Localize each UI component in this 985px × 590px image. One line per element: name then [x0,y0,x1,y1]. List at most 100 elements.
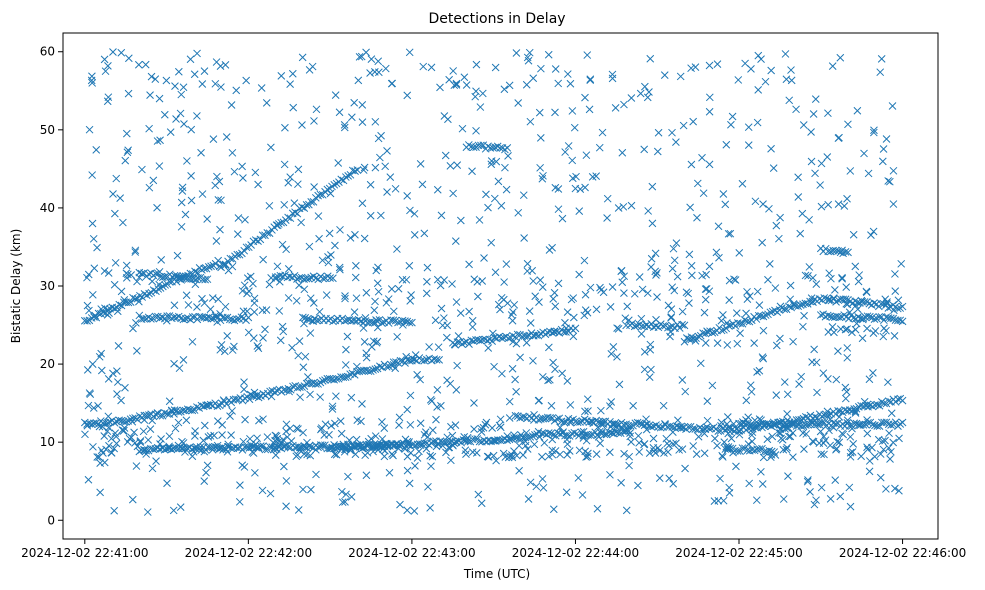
data-point [586,431,595,440]
data-point [561,148,570,156]
data-point [142,446,151,455]
data-point [863,443,871,452]
data-point [338,498,347,507]
data-point [682,334,691,342]
data-point [864,418,872,427]
data-point [155,162,164,170]
data-point [303,438,311,447]
data-point [705,262,714,271]
data-point [512,387,520,396]
data-point [188,313,197,321]
data-point [280,200,289,209]
data-point [148,416,157,425]
data-point [105,441,113,450]
data-point [732,424,741,433]
data-point [116,194,125,202]
data-point [410,507,419,515]
data-point [176,503,185,511]
data-point [597,406,605,415]
data-point [353,166,362,174]
data-point [416,441,425,449]
data-point [340,123,349,132]
data-point [832,444,841,453]
data-point [640,348,649,356]
data-point [530,410,538,419]
data-point [208,443,217,452]
data-point [230,316,239,325]
data-point [887,314,895,323]
data-point [158,313,167,322]
data-point [880,324,888,333]
data-point [352,294,361,303]
data-point [432,415,440,424]
data-point [165,442,173,451]
data-point [387,285,396,293]
data-point [88,79,97,87]
data-point [331,419,339,428]
data-point [669,440,677,448]
data-point [701,295,710,304]
data-point [503,144,512,152]
data-point [549,358,557,367]
data-point [509,331,517,340]
data-point [869,369,877,377]
data-point [497,334,506,342]
data-point [298,53,307,62]
data-point [232,86,241,95]
data-point [298,203,306,211]
data-point [323,185,332,194]
data-point [100,55,109,64]
data-point [382,362,391,371]
data-point [817,202,826,211]
data-point [831,419,840,428]
data-point [815,420,824,429]
data-point [870,126,878,135]
data-point [489,329,497,338]
data-point [250,308,259,316]
data-point [685,250,694,259]
data-point [867,231,875,239]
data-point [642,415,650,424]
data-point [103,419,112,427]
data-point [315,234,323,243]
data-point [254,344,263,353]
data-point [841,383,850,392]
data-point [549,505,558,514]
data-point [778,421,787,430]
data-point [461,446,470,455]
data-point [510,434,518,442]
data-point [698,153,706,162]
data-point [532,331,540,339]
data-point [193,112,201,120]
data-point [536,163,544,172]
data-point [851,409,860,417]
data-point [825,426,833,435]
data-point [416,419,425,428]
data-point [254,393,263,402]
data-point [362,349,371,358]
data-point [647,254,656,263]
data-point [807,418,815,427]
data-point [834,296,843,305]
data-point [743,317,751,326]
data-point [131,246,140,255]
data-point [891,418,900,427]
data-point [437,211,446,220]
data-point [117,287,126,296]
data-point [433,185,442,194]
data-point [358,444,367,453]
data-point [782,445,791,454]
data-point [171,82,179,90]
data-point [135,273,144,282]
data-point [876,473,885,482]
data-point [780,378,789,386]
data-point [523,445,532,453]
data-point [331,91,340,99]
data-point [170,313,178,322]
data-point [177,274,186,282]
data-point [843,300,852,309]
data-point [786,295,795,304]
data-point [735,249,744,257]
data-point [422,289,431,298]
